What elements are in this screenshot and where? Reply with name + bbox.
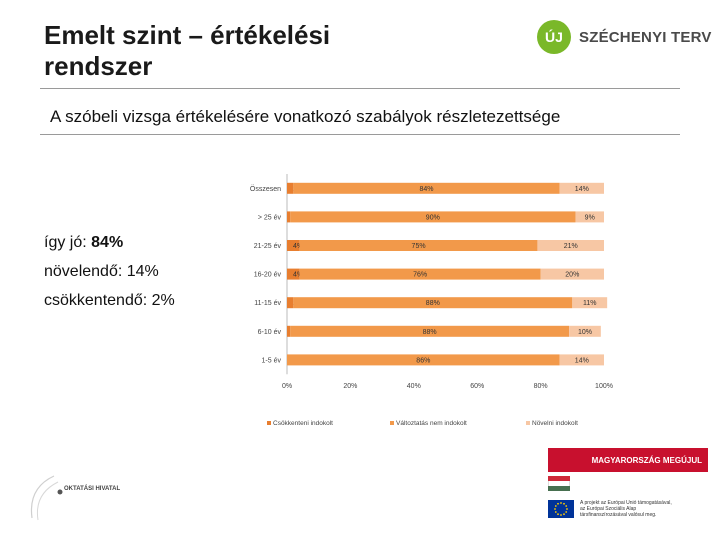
data-label: 75% — [412, 243, 426, 250]
x-tick-label: 80% — [534, 383, 548, 390]
x-tick-label: 100% — [595, 383, 613, 390]
chart-subtitle: A szóbeli vizsga értékelésére vonatkozó … — [50, 107, 561, 126]
bar-segment — [287, 297, 294, 309]
legend-label: Növelni indokolt — [532, 420, 578, 427]
category-label: 16-20 év — [254, 272, 282, 279]
bar-segment — [299, 240, 538, 251]
bar-segment — [575, 211, 604, 223]
data-label: 9% — [585, 214, 595, 221]
bar-segment — [537, 240, 604, 251]
category-label: > 25 év — [258, 214, 282, 221]
bar-segment — [299, 268, 541, 280]
eu-text-line-3: társfinanszírozásával valósul meg. — [580, 512, 657, 518]
data-label: 4% — [293, 243, 303, 250]
bar-segment — [540, 268, 604, 280]
data-label: 88% — [423, 329, 437, 336]
data-label: 11% — [583, 300, 597, 307]
summary-box: így jó: 84% növelendő: 14% csökkentendő:… — [44, 228, 175, 315]
x-tick-label: 20% — [343, 383, 357, 390]
legend-swatch — [267, 421, 271, 425]
x-tick-label: 0% — [282, 383, 292, 390]
legend-label: Változtatás nem indokolt — [396, 420, 467, 427]
bar-segment — [293, 182, 560, 194]
x-tick-label: 40% — [407, 383, 421, 390]
hungarian-flag-icon — [548, 476, 570, 491]
bar-segment — [559, 354, 604, 366]
summary-good: így jó: 84% — [44, 228, 175, 257]
bar-segment — [287, 240, 300, 251]
bar-segment — [287, 268, 300, 280]
eu-text-line-2: az Európai Szociális Alap — [580, 506, 637, 512]
bar-segment — [559, 182, 604, 194]
bar-segment — [572, 297, 608, 309]
eu-stars-icon — [554, 502, 568, 516]
bar-segment — [287, 182, 294, 194]
agency-emblem-icon — [30, 475, 63, 521]
bar-segment — [287, 325, 291, 337]
data-label: 76% — [413, 272, 427, 279]
eu-row: A projekt az Európai Unió támogatásával,… — [548, 500, 700, 518]
category-label: 11-15 év — [254, 300, 281, 307]
header-divider — [40, 88, 680, 89]
data-label: 21% — [564, 243, 578, 250]
title-line-2: rendszer — [44, 51, 153, 81]
data-label: 14% — [575, 357, 589, 364]
x-axis-ticks: 0% 20% 40% 60% 80% 100% — [282, 383, 613, 390]
data-label: 4% — [293, 272, 303, 279]
chart-bars: 2%84%14%1%90%9%4%75%21%4%76%20%2%88%11%1… — [287, 182, 608, 366]
eu-funding-text: A projekt az Európai Unió támogatásával,… — [580, 500, 700, 518]
data-label: 14% — [575, 186, 589, 193]
eu-funding-block: MAGYARORSZÁG MEGÚJUL A projekt az Európa… — [548, 448, 708, 518]
bar-segment — [290, 325, 570, 337]
szechenyi-logo: ÚJ SZÉCHENYI TERV — [537, 20, 712, 54]
logo-name: SZÉCHENYI TERV — [579, 28, 712, 46]
summary-good-value: 84% — [91, 234, 124, 251]
data-label: 84% — [419, 186, 433, 193]
page-title: Emelt szint – értékelési rendszer — [44, 20, 330, 82]
agency-name: OKTATÁSI HIVATAL — [64, 486, 121, 492]
bar-segment — [290, 211, 576, 223]
legend-swatch — [526, 421, 530, 425]
category-label: Összesen — [250, 185, 281, 193]
eu-text-line-1: A projekt az Európai Unió támogatásával, — [580, 500, 672, 506]
category-label: 1-5 év — [262, 357, 282, 364]
bar-segment — [569, 325, 601, 337]
x-tick-label: 60% — [470, 383, 484, 390]
data-label: 20% — [565, 272, 579, 279]
category-labels: Összesen > 25 év 21-25 év 16-20 év 11-15 év 6… — [250, 185, 282, 365]
subtitle-divider — [40, 134, 680, 135]
data-label: 90% — [426, 214, 440, 221]
legend-label: Csökkenteni indokolt — [273, 420, 333, 427]
summary-increase: növelendő: 14% — [44, 263, 159, 280]
legend-swatch — [390, 421, 394, 425]
magyarorszag-megujul-banner: MAGYARORSZÁG MEGÚJUL — [548, 448, 708, 472]
summary-good-label: így jó: — [44, 234, 92, 251]
category-label: 6-10 év — [258, 329, 282, 336]
category-label: 21-25 év — [254, 243, 282, 250]
data-label: 10% — [578, 329, 592, 336]
logo-mark-icon: ÚJ — [537, 20, 571, 54]
title-line-1: Emelt szint – értékelési — [44, 20, 331, 50]
chart-legend: Csökkenteni indokolt Változtatás nem indo… — [267, 420, 578, 427]
bar-segment — [293, 297, 573, 309]
bar-segment — [287, 211, 291, 223]
bar-segment — [287, 354, 560, 366]
data-label: 88% — [426, 300, 440, 307]
eu-flag-icon — [548, 500, 574, 518]
data-label: 86% — [416, 357, 430, 364]
agency-logo: OKTATÁSI HIVATAL — [24, 468, 134, 533]
summary-decrease: csökkentendő: 2% — [44, 292, 175, 309]
